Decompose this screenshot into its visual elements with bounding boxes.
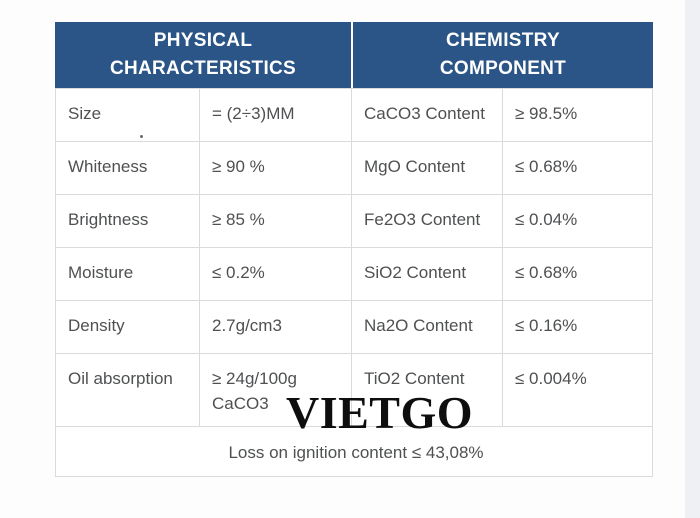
physical-property-value-cell: 2.7g/cm3	[200, 301, 352, 354]
header-cell-physical-characteristics: PHYSICAL CHARACTERISTICS	[55, 22, 351, 88]
page-right-edge-strip	[685, 0, 700, 518]
chemistry-component-label-cell: MgO Content	[352, 142, 503, 195]
chemistry-component-label-cell: Na2O Content	[352, 301, 503, 354]
chemistry-component-value-cell: ≤ 0.68%	[503, 142, 652, 195]
chemistry-component-value-cell: ≥ 98.5%	[503, 89, 652, 142]
physical-property-value-cell: ≥ 90 %	[200, 142, 352, 195]
physical-property-value-cell: ≤ 0.2%	[200, 248, 352, 301]
chemistry-component-label-cell: SiO2 Content	[352, 248, 503, 301]
chemistry-component-value-cell: ≤ 0.68%	[503, 248, 652, 301]
table-row: Moisture ≤ 0.2% SiO2 Content ≤ 0.68%	[56, 248, 652, 301]
physical-property-label-cell: Moisture	[56, 248, 200, 301]
stray-dot-artifact	[140, 135, 143, 138]
physical-property-label-cell: Brightness	[56, 195, 200, 248]
physical-property-value-cell: = (2÷3)MM	[200, 89, 352, 142]
chemistry-component-label-cell: CaCO3 Content	[352, 89, 503, 142]
spec-table: PHYSICAL CHARACTERISTICS CHEMISTRY COMPO…	[55, 22, 653, 478]
chemistry-component-label-cell: TiO2 Content	[352, 354, 503, 428]
table-header: PHYSICAL CHARACTERISTICS CHEMISTRY COMPO…	[55, 22, 653, 88]
table-footer-row: Loss on ignition content ≤ 43,08%	[56, 427, 652, 476]
table-row: Brightness ≥ 85 % Fe2O3 Content ≤ 0.04%	[56, 195, 652, 248]
table-row: Oil absorption ≥ 24g/100g CaCO3 TiO2 Con…	[56, 354, 652, 428]
physical-property-label-cell: Density	[56, 301, 200, 354]
chemistry-component-value-cell: ≤ 0.16%	[503, 301, 652, 354]
physical-property-value-cell: ≥ 85 %	[200, 195, 352, 248]
physical-property-label-cell: Oil absorption	[56, 354, 200, 428]
chemistry-component-value-cell: ≤ 0.04%	[503, 195, 652, 248]
table-body: Size = (2÷3)MM CaCO3 Content ≥ 98.5% Whi…	[55, 88, 653, 478]
header-cell-chemistry-component: CHEMISTRY COMPONENT	[353, 22, 653, 88]
chemistry-component-label-cell: Fe2O3 Content	[352, 195, 503, 248]
physical-property-label-cell: Whiteness	[56, 142, 200, 195]
chemistry-component-value-cell: ≤ 0.004%	[503, 354, 652, 428]
table-row: Whiteness ≥ 90 % MgO Content ≤ 0.68%	[56, 142, 652, 195]
physical-property-label-cell: Size	[56, 89, 200, 142]
table-row: Size = (2÷3)MM CaCO3 Content ≥ 98.5%	[56, 89, 652, 142]
physical-property-value-cell: ≥ 24g/100g CaCO3	[200, 354, 352, 428]
loss-on-ignition-text: Loss on ignition content ≤ 43,08%	[228, 443, 484, 463]
table-row: Density 2.7g/cm3 Na2O Content ≤ 0.16%	[56, 301, 652, 354]
